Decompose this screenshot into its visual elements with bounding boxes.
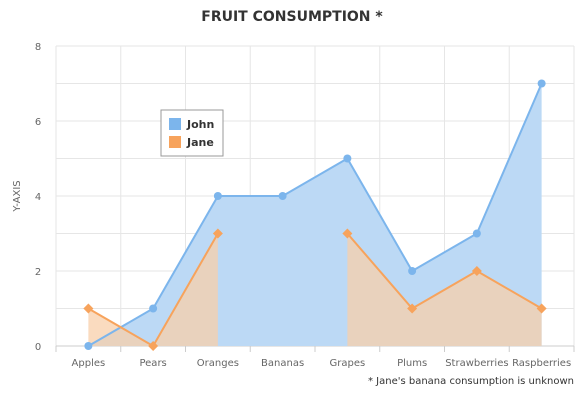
y-tick-label: 4 [35,192,41,203]
jane-point[interactable] [342,228,353,239]
y-tick-label: 2 [35,267,41,278]
y-tick-label: 0 [35,342,41,353]
jane-area [88,233,218,346]
john-line [87,83,543,347]
legend-label-john[interactable]: John [186,118,214,131]
john-point[interactable] [343,154,352,163]
jane-point[interactable] [148,341,159,351]
x-tick-label: Grapes [330,358,366,369]
john-point[interactable] [149,304,158,313]
x-axis-ticks: Apples Pears Oranges Bananas Grapes Plums Stra… [72,358,572,369]
john-point[interactable] [213,192,222,200]
chart-title: FRUIT CONSUMPTION * [201,9,383,25]
x-tick-label: Plums [397,358,427,369]
jane-point[interactable] [471,266,482,276]
series-markers [83,79,547,351]
x-tick-label: Strawberries [445,358,508,369]
y-axis-ticks: 0 2 4 6 8 [35,42,41,353]
john-point[interactable] [408,267,417,275]
x-tick-label: Oranges [197,358,239,369]
legend[interactable]: John Jane [160,109,224,157]
john-point[interactable] [537,79,546,88]
jane-point[interactable] [536,303,547,314]
x-tick-label: Apples [72,358,106,369]
john-point[interactable] [84,342,93,350]
jane-point[interactable] [212,228,223,239]
y-tick-label: 6 [35,117,41,128]
legend-box [160,109,224,157]
john-point[interactable] [278,192,287,200]
y-axis-title: Y-AXIS [12,180,23,212]
x-tick-label: Pears [139,358,166,369]
y-tick-label: 8 [35,42,41,53]
legend-swatch-jane[interactable] [169,136,181,148]
legend-swatch-john[interactable] [169,118,181,130]
jane-point[interactable] [407,303,418,314]
jane-line [346,232,543,310]
legend-label-jane[interactable]: Jane [186,136,214,149]
john-point[interactable] [472,229,481,238]
footnote: * Jane's banana consumption is unknown [368,376,574,387]
x-tick-label: Raspberries [512,358,571,369]
x-tick-label: Bananas [261,358,304,369]
jane-point[interactable] [83,303,94,314]
